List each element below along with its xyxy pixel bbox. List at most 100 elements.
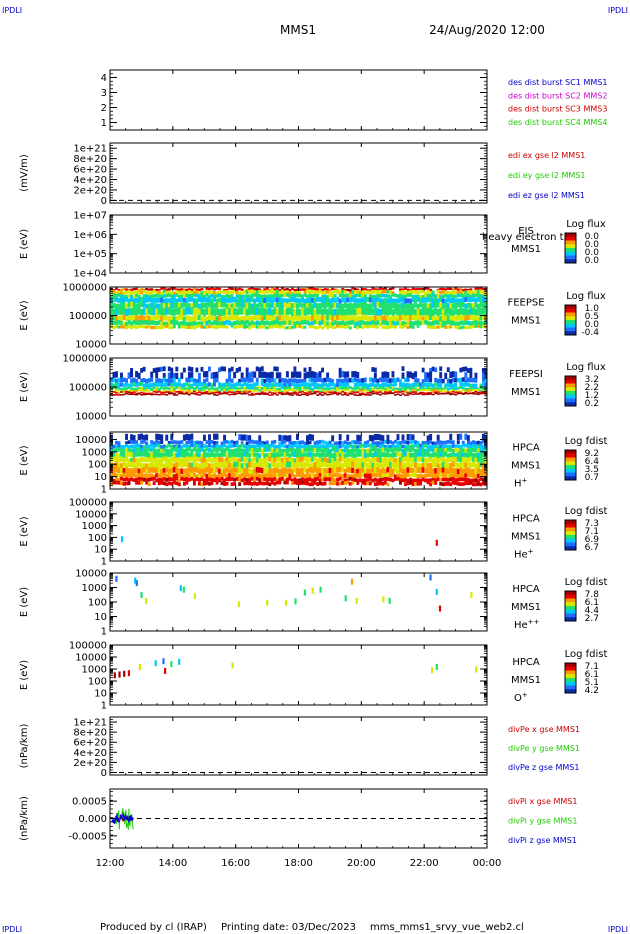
spectrogram-cell (321, 290, 325, 295)
spectrogram-cell (348, 449, 352, 454)
spectrogram-cell (348, 474, 352, 479)
spectrogram-cell (383, 315, 387, 321)
spectrogram-cell (248, 326, 252, 330)
spacecraft-label: MMS1 (511, 675, 541, 686)
spectrogram-cell (273, 389, 277, 392)
colorbar-segment (565, 323, 576, 328)
spectrogram-cell (115, 394, 118, 396)
spectrogram-cell (406, 371, 410, 378)
spectrogram-cell (288, 386, 292, 390)
spectrogram-cell (223, 290, 227, 294)
spectrogram-cell (341, 378, 345, 384)
y-tick-label: 0 (101, 768, 107, 779)
spectrogram-cell (192, 453, 196, 459)
spectrogram-cell (471, 383, 475, 388)
spectrogram-cell (157, 448, 161, 453)
spectrogram-cell (122, 387, 126, 391)
spectrogram-cell (185, 382, 189, 387)
spectrogram-cell (293, 477, 297, 482)
spectrogram-cell (132, 319, 136, 325)
spectrogram-cell (464, 458, 468, 464)
spectrogram-cell (270, 461, 274, 468)
y-axis-title: E (eV) (19, 372, 30, 402)
spectrogram-cell (248, 478, 252, 482)
spectrogram-cell (263, 291, 267, 296)
spectrogram-cell (358, 290, 362, 295)
spectrogram-cell (381, 477, 385, 482)
spectrogram-cell (454, 473, 458, 478)
spectrogram-cell (150, 392, 154, 395)
spectrogram-cell (208, 440, 211, 445)
spectrogram-cell (283, 386, 287, 390)
spectrogram-cell (298, 444, 302, 449)
spectrogram-cell (220, 457, 224, 463)
spectrogram-cell (142, 325, 146, 329)
spectrogram-cell (401, 468, 405, 475)
spectrogram-cell (429, 314, 433, 321)
spectrogram-cell (258, 297, 262, 303)
spectrogram-cell (361, 307, 365, 315)
spectrogram-cell (368, 434, 372, 442)
spectrogram-cell (223, 392, 227, 395)
spectrogram-cell (210, 325, 214, 329)
spectrogram-cell (253, 444, 257, 449)
spectrogram-cell (434, 441, 438, 446)
spectrogram-cell (268, 477, 272, 482)
spectrogram-cell (208, 308, 211, 316)
spectrogram-cell (378, 462, 382, 469)
spectrogram-cell (220, 383, 224, 388)
spectrogram-cell (316, 383, 319, 388)
spectrogram-cell (439, 307, 443, 316)
spectrogram-cell (313, 473, 317, 479)
time-axis: 12:00 14:00 16:00 18:00 20:00 22:00 00:00 (96, 70, 501, 869)
spectrogram-cell (145, 308, 149, 316)
spectrogram-cell (444, 390, 448, 393)
spectrogram-cell (240, 391, 244, 394)
spectrogram-cell (301, 315, 304, 321)
spectrogram-cell (215, 456, 219, 462)
spectrogram-cell (147, 296, 151, 302)
spectrogram-cell (399, 394, 402, 396)
spectrogram-cell (426, 435, 430, 442)
spectrogram-point (120, 536, 124, 543)
spectrogram-cell (167, 468, 171, 475)
spectrogram-cell (444, 383, 448, 388)
colorbar-tick-label: 0.0 (585, 240, 600, 250)
spectrogram-cell (245, 445, 249, 450)
spectrogram-cell (343, 371, 347, 378)
spectrogram-cell (343, 468, 347, 475)
spectrogram-cell (165, 315, 169, 321)
spectrogram-cell (451, 440, 455, 445)
spectrogram-cell (160, 468, 164, 475)
spectrogram-cell (446, 297, 450, 303)
spectrogram-cell (278, 302, 282, 308)
spectrogram-cell (210, 290, 214, 295)
spectrogram-cell (471, 315, 475, 321)
spectrogram-cell (190, 321, 194, 327)
spectrogram-cell (464, 316, 468, 322)
spectrogram-cell (295, 448, 299, 453)
y-axis-title: E (eV) (19, 587, 30, 617)
spectrogram-cell (190, 477, 194, 481)
spectrogram-cell (150, 325, 154, 329)
spectrogram-cell (157, 378, 161, 383)
spectrogram-cell (238, 366, 242, 372)
spectrogram-cell (376, 388, 380, 392)
spectrogram-cell (288, 457, 292, 463)
spectrogram-cell (268, 447, 272, 452)
spectrogram-cell (117, 447, 121, 452)
spectrogram-cell (170, 468, 174, 474)
spectrogram-cell (255, 393, 259, 395)
spectrogram-cell (275, 444, 279, 449)
spectrogram-cell (376, 467, 380, 473)
spectrogram-cell (366, 303, 370, 310)
spectrogram-cell (451, 294, 455, 299)
spectrogram-cell (258, 386, 262, 389)
spectrogram-cell (348, 291, 352, 296)
spectrogram-cell (245, 294, 249, 299)
spectrogram-cell (185, 315, 189, 321)
spectrogram-cell (230, 366, 234, 372)
spectrogram-cell (112, 478, 116, 483)
colorbar-title: Log flux (566, 362, 606, 373)
spectrogram-cell (386, 392, 390, 395)
